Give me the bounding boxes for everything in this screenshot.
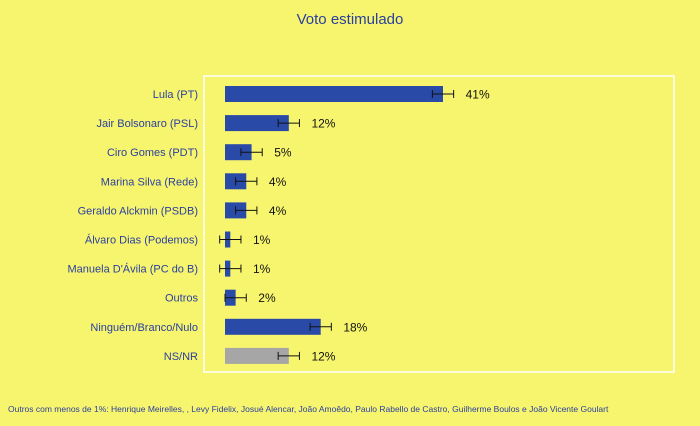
category-label: Geraldo Alckmin (PSDB) [78, 205, 198, 217]
data-label: 1% [253, 233, 271, 247]
error-bar [219, 235, 242, 244]
data-label: 5% [274, 146, 292, 160]
category-label: Outros [165, 293, 199, 305]
chart-title: Voto estimulado [296, 11, 404, 28]
error-bar [309, 322, 332, 331]
bar [225, 144, 252, 161]
error-bar [235, 206, 258, 215]
data-label: 4% [269, 175, 287, 189]
bar [225, 318, 321, 335]
footnote: Outros com menos de 1%: Henrique Meirell… [8, 404, 609, 414]
bar [225, 86, 443, 102]
data-label: 1% [253, 262, 271, 276]
bar [225, 347, 289, 364]
data-label: 12% [311, 349, 335, 363]
data-label: 2% [258, 291, 276, 305]
error-bar [431, 90, 455, 98]
error-bar [219, 264, 242, 273]
data-label: 18% [343, 320, 367, 334]
error-bar [277, 351, 300, 360]
category-label: NS/NR [164, 351, 198, 363]
data-label: 41% [466, 88, 490, 102]
category-label: Manuela D'Ávila (PC do B) [68, 263, 199, 276]
category-label: Ninguém/Branco/Nulo [90, 322, 198, 334]
data-label: 12% [311, 117, 335, 131]
category-label: Ciro Gomes (PDT) [107, 147, 198, 159]
error-bar [277, 119, 300, 128]
error-bar [240, 148, 263, 157]
bar [225, 115, 289, 132]
error-bar [235, 177, 258, 186]
category-label: Jair Bolsonaro (PSL) [97, 118, 199, 130]
plot-area-frame [203, 75, 675, 373]
category-label: Álvaro Dias (Podemos) [85, 234, 198, 247]
category-label: Marina Silva (Rede) [101, 176, 198, 188]
category-label: Lula (PT) [153, 89, 198, 101]
data-label: 4% [269, 204, 287, 218]
error-bar [224, 293, 247, 302]
